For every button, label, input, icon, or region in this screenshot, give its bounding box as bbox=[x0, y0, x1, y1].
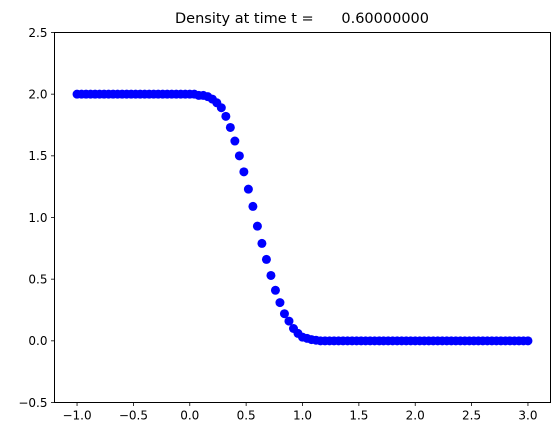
density-point bbox=[221, 111, 231, 121]
density-point bbox=[252, 221, 262, 231]
x-tick-label: 0.5 bbox=[237, 409, 256, 423]
y-tick-label: 0.5 bbox=[28, 272, 47, 286]
y-tick-label: −0.5 bbox=[18, 396, 47, 410]
density-point bbox=[248, 201, 258, 211]
plot-area bbox=[54, 32, 551, 403]
density-point bbox=[257, 238, 267, 248]
density-point bbox=[243, 184, 253, 194]
density-point bbox=[284, 316, 294, 326]
chart-title: Density at time t = 0.60000000 bbox=[175, 11, 429, 27]
y-tick-label: 1.5 bbox=[28, 149, 47, 163]
y-tick-label: 1.0 bbox=[28, 211, 47, 225]
x-axis-ticks: −1.0 −0.5 0.0 0.5 1.0 1.5 2.0 2.5 3.0 bbox=[62, 402, 538, 423]
x-tick-label: 1.0 bbox=[293, 409, 312, 423]
y-tick-label: 2.5 bbox=[28, 26, 47, 40]
x-tick-label: −1.0 bbox=[62, 409, 91, 423]
density-point bbox=[230, 136, 240, 146]
y-axis-ticks: −0.5 0.0 0.5 1.0 1.5 2.0 2.5 bbox=[18, 26, 55, 410]
x-tick-label: 2.5 bbox=[462, 409, 481, 423]
x-tick-label: 1.5 bbox=[349, 409, 368, 423]
density-point bbox=[279, 309, 289, 319]
density-point bbox=[266, 270, 276, 280]
x-tick-label: 0.0 bbox=[180, 409, 199, 423]
density-point bbox=[275, 298, 285, 308]
density-point bbox=[239, 167, 249, 177]
x-tick-label: 3.0 bbox=[518, 409, 537, 423]
density-point bbox=[261, 254, 271, 264]
density-series bbox=[72, 89, 533, 346]
density-point bbox=[270, 285, 280, 295]
plot-frame bbox=[54, 32, 551, 403]
y-tick-label: 0.0 bbox=[28, 334, 47, 348]
density-point bbox=[216, 103, 226, 113]
y-tick-label: 2.0 bbox=[28, 87, 47, 101]
density-point bbox=[523, 336, 533, 346]
density-point bbox=[234, 151, 244, 161]
density-point bbox=[225, 122, 235, 132]
x-tick-label: 2.0 bbox=[406, 409, 425, 423]
x-tick-label: −0.5 bbox=[119, 409, 148, 423]
